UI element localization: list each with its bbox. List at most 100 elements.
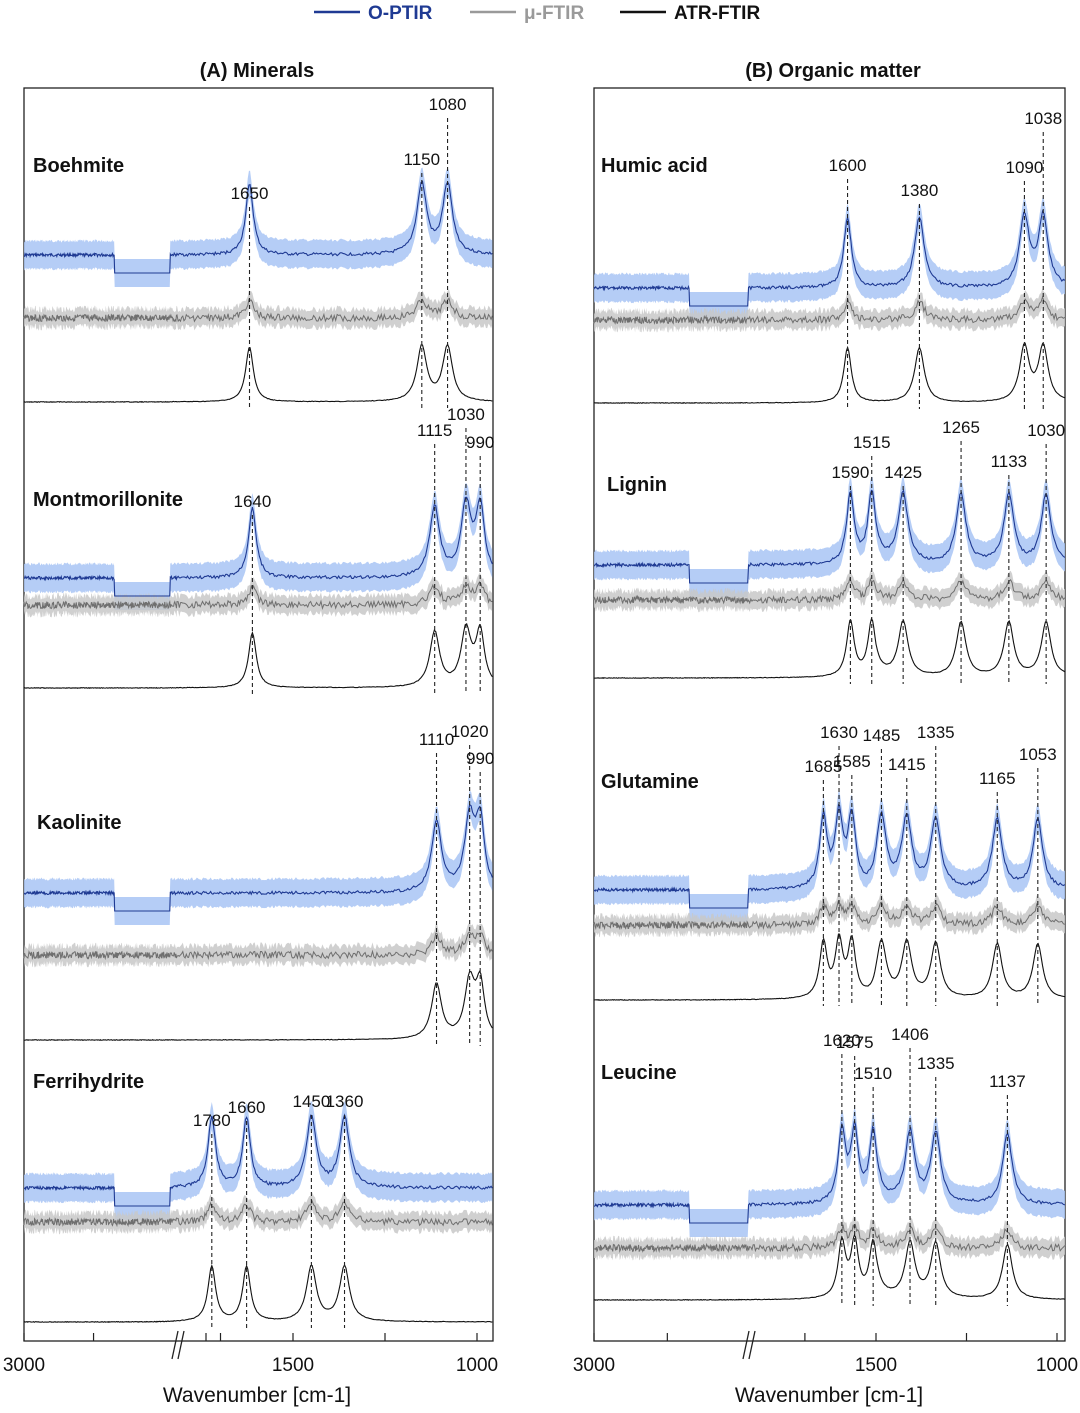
x-tick-label: 1500 [272, 1355, 314, 1376]
sample-name: Glutamine [601, 771, 699, 793]
panel-a-xlabel: Wavenumber [cm-1] [163, 1384, 351, 1407]
peak-label: 1406 [891, 1025, 929, 1044]
sample-name: Kaolinite [37, 812, 121, 834]
peak-label: 1020 [451, 722, 489, 741]
peak-label: 1600 [829, 156, 867, 175]
x-tick-label: 1500 [855, 1355, 897, 1376]
peak-label: 1585 [833, 752, 871, 771]
mufir-spectrum-line [593, 295, 1066, 325]
mufir-spectrum-line [23, 1199, 493, 1228]
optir-uncertainty-band [594, 197, 1065, 320]
peak-label: 1575 [836, 1033, 874, 1052]
peak-label: 1265 [942, 418, 980, 437]
panel-b-xlabel: Wavenumber [cm-1] [735, 1384, 923, 1407]
atr-spectrum-line [593, 933, 1066, 1001]
sample-name: Montmorillonite [33, 489, 183, 511]
sample-name: Boehmite [33, 155, 124, 177]
peak-label: 1425 [884, 463, 922, 482]
legend-label-atr: ATR-FTIR [674, 3, 760, 24]
optir-uncertainty-band [24, 1100, 493, 1220]
mufir-spectrum-line [593, 1223, 1066, 1254]
sample-name: Leucine [601, 1062, 677, 1084]
panel-a-frame [23, 87, 494, 1342]
legend: O-PTIR μ-FTIR ATR-FTIR [314, 3, 760, 24]
optir-spectrum-line [593, 209, 1066, 307]
mufir-uncertainty-band [594, 288, 1065, 333]
peak-label: 1640 [233, 492, 271, 511]
peak-label: 1335 [917, 723, 955, 742]
optir-uncertainty-band [24, 790, 493, 925]
panel-b-plot: 3000 1500 1000 Humic acid 1600 1380 1090 1038 Li… [573, 109, 1078, 1376]
optir-spectrum-line [23, 1113, 493, 1207]
panel-a-plot: 3000 1500 1000 Boehmite 1650 1150 1080 Montmori… [3, 95, 498, 1376]
atr-spectrum-line [593, 342, 1066, 404]
sample-name: Lignin [607, 474, 667, 496]
peak-label: 1080 [429, 95, 467, 114]
peak-label: 1485 [863, 726, 901, 745]
legend-label-optir: O-PTIR [368, 3, 433, 24]
peak-label: 1165 [979, 769, 1016, 788]
peak-label: 1360 [326, 1092, 364, 1111]
optir-spectrum-line [23, 803, 493, 912]
atr-spectrum-line [593, 617, 1066, 679]
x-tick-label: 3000 [3, 1355, 45, 1376]
sample-lignin: Lignin 1590 1515 1425 1265 1133 1030 [593, 418, 1066, 684]
optir-uncertainty-band [594, 1106, 1065, 1237]
peak-label: 1150 [404, 150, 441, 169]
atr-spectrum-line [23, 343, 493, 403]
atr-spectrum-line [23, 622, 493, 689]
peak-label: 1053 [1019, 745, 1057, 764]
peak-label: 1650 [231, 184, 269, 203]
sample-name: Humic acid [601, 155, 708, 177]
peak-label: 1133 [991, 452, 1028, 471]
peak-label: 1090 [1006, 158, 1044, 177]
atr-spectrum-line [23, 1263, 493, 1324]
peak-label: 1620 [823, 1031, 861, 1050]
x-tick-label: 1000 [456, 1355, 498, 1376]
peak-label: 1380 [901, 181, 939, 200]
optir-uncertainty-band [24, 483, 493, 610]
optir-uncertainty-band [594, 790, 1065, 922]
atr-spectrum-line [593, 1233, 1066, 1301]
optir-spectrum-line [593, 1120, 1066, 1224]
peak-label: 1450 [292, 1092, 330, 1111]
mufir-spectrum-line [23, 297, 493, 323]
mufir-uncertainty-band [594, 1215, 1065, 1261]
panel-a-title: (A) Minerals [200, 60, 314, 82]
axis-break-mark [748, 1330, 756, 1360]
optir-uncertainty-band [24, 167, 493, 287]
peak-label: 1630 [820, 723, 858, 742]
sample-humic-acid: Humic acid 1600 1380 1090 1038 [593, 109, 1066, 409]
optir-uncertainty-band [594, 476, 1065, 597]
peak-label: 990 [466, 749, 494, 768]
mufir-spectrum-line [593, 576, 1066, 605]
sample-boehmite: Boehmite 1650 1150 1080 [23, 95, 493, 408]
peak-label: 1115 [417, 421, 452, 440]
panel-b-frame [593, 87, 1066, 1342]
peak-label: 1137 [989, 1072, 1026, 1091]
mufir-uncertainty-band [24, 922, 493, 968]
peak-label: 1780 [193, 1111, 231, 1130]
optir-spectrum-line [593, 489, 1066, 584]
peak-label: 1660 [228, 1098, 266, 1117]
axis-break-mark [171, 1330, 179, 1360]
peak-label: 1415 [888, 755, 926, 774]
x-tick-label: 1000 [1036, 1355, 1078, 1376]
peak-label: 1685 [804, 757, 842, 776]
sample-glutamine: Glutamine 1685 1630 1585 1485 1415 1335 1165105… [593, 723, 1066, 1006]
optir-spectrum-line [23, 180, 493, 274]
mufir-spectrum-line [23, 581, 493, 610]
peak-label: 1510 [854, 1064, 892, 1083]
mufir-spectrum-line [23, 931, 493, 961]
panel-b-title: (B) Organic matter [745, 60, 921, 82]
peak-label: 1110 [419, 730, 454, 749]
peak-label: 1335 [917, 1054, 955, 1073]
peak-label: 1590 [831, 463, 869, 482]
optir-spectrum-line [593, 804, 1066, 909]
peak-label: 990 [466, 433, 494, 452]
